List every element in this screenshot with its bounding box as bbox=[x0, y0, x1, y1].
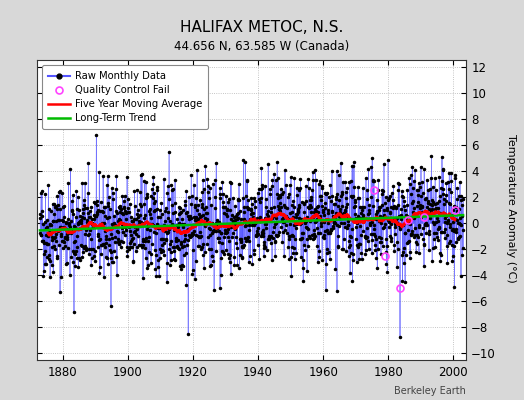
Text: Berkeley Earth: Berkeley Earth bbox=[395, 386, 466, 396]
Text: Temperature Anomaly (°C): Temperature Anomaly (°C) bbox=[506, 134, 516, 282]
Text: 44.656 N, 63.585 W (Canada): 44.656 N, 63.585 W (Canada) bbox=[174, 40, 350, 53]
Text: HALIFAX METOC, N.S.: HALIFAX METOC, N.S. bbox=[180, 20, 344, 35]
Legend: Raw Monthly Data, Quality Control Fail, Five Year Moving Average, Long-Term Tren: Raw Monthly Data, Quality Control Fail, … bbox=[42, 65, 208, 129]
